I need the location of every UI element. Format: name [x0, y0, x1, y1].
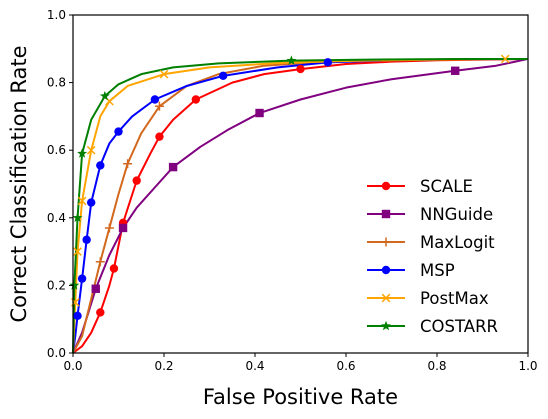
legend-marker [381, 265, 391, 275]
legend-label: PostMax [420, 289, 489, 308]
y-axis-ticks: 0.0 0.2 0.4 0.6 0.8 1.0 [47, 8, 73, 360]
marker-nnguide [91, 284, 100, 293]
markers-maxlogit [95, 101, 164, 267]
marker-maxlogit [95, 257, 105, 267]
legend-item-maxlogit: MaxLogit [367, 233, 495, 252]
y-tick-label: 0.8 [47, 76, 66, 90]
legend-marker [381, 320, 391, 331]
markers-msp [73, 58, 332, 321]
marker-nnguide [255, 108, 264, 118]
y-axis-label: Correct Classification Rate [7, 45, 31, 322]
marker-costarr [69, 280, 80, 290]
marker-scale [96, 308, 105, 317]
marker-msp [87, 198, 96, 207]
marker-msp [323, 58, 332, 67]
marker-nnguide [118, 223, 128, 233]
marker-scale [109, 264, 119, 273]
y-tick-label: 0.6 [47, 143, 66, 157]
marker-msp [150, 95, 160, 104]
marker-msp [77, 274, 87, 283]
marker-postmax [159, 69, 169, 79]
marker-msp [218, 71, 228, 81]
x-axis-ticks: 0.0 0.2 0.4 0.6 0.8 1.0 [63, 353, 538, 373]
marker-postmax [73, 247, 82, 256]
series-markers [69, 54, 510, 321]
legend-item-scale: SCALE [367, 177, 473, 196]
marker-msp [73, 311, 82, 321]
marker-postmax [77, 196, 87, 206]
legend-label: NNGuide [420, 205, 493, 224]
legend-marker [381, 209, 391, 219]
legend-marker [381, 293, 391, 303]
markers-costarr [69, 55, 297, 290]
series-line-costarr [72, 57, 528, 354]
y-tick-label: 0.0 [47, 346, 66, 360]
marker-costarr [77, 148, 88, 158]
marker-nnguide [168, 162, 178, 172]
x-tick-label: 0.4 [245, 359, 264, 373]
markers-scale [96, 64, 305, 317]
series-lines [72, 57, 529, 354]
x-tick-label: 0.2 [154, 359, 173, 373]
legend-label: MaxLogit [420, 233, 495, 252]
marker-scale [191, 95, 201, 104]
x-axis-label: False Positive Rate [203, 385, 398, 409]
legend-label: COSTARR [420, 317, 498, 336]
marker-costarr [286, 55, 297, 65]
x-tick-label: 0.6 [336, 359, 355, 373]
legend-item-msp: MSP [367, 261, 455, 280]
marker-postmax [500, 54, 510, 64]
markers-nnguide [91, 66, 460, 293]
marker-scale [155, 132, 164, 141]
legend-marker [381, 181, 391, 191]
series-line-nnguide [72, 57, 529, 354]
marker-nnguide [451, 66, 460, 75]
marker-msp [96, 161, 105, 170]
legend-label: MSP [420, 261, 455, 280]
marker-maxlogit [154, 101, 164, 111]
marker-postmax [86, 145, 96, 155]
marker-scale [296, 64, 305, 74]
x-tick-label: 1.0 [518, 359, 537, 373]
legend-item-costarr: COSTARR [367, 317, 498, 336]
legend-label: SCALE [420, 177, 473, 196]
marker-costarr [99, 90, 110, 101]
marker-msp [114, 127, 123, 136]
y-tick-label: 0.4 [47, 211, 66, 225]
legend: SCALE NNGuide MaxLogit MSP PostMax COSTARR [367, 177, 498, 336]
legend-item-nnguide: NNGuide [367, 205, 493, 224]
x-tick-label: 0.0 [63, 359, 82, 373]
y-tick-label: 0.2 [47, 278, 66, 292]
marker-maxlogit [123, 159, 133, 169]
marker-maxlogit [104, 223, 114, 233]
legend-item-postmax: PostMax [367, 289, 489, 308]
x-tick-label: 0.8 [427, 359, 446, 373]
y-tick-label: 1.0 [47, 8, 66, 22]
legend-marker [381, 237, 391, 247]
plot-frame [72, 14, 529, 354]
series-line-scale [72, 57, 529, 354]
marker-costarr [72, 212, 83, 223]
marker-scale [132, 176, 141, 185]
marker-msp [82, 235, 91, 244]
